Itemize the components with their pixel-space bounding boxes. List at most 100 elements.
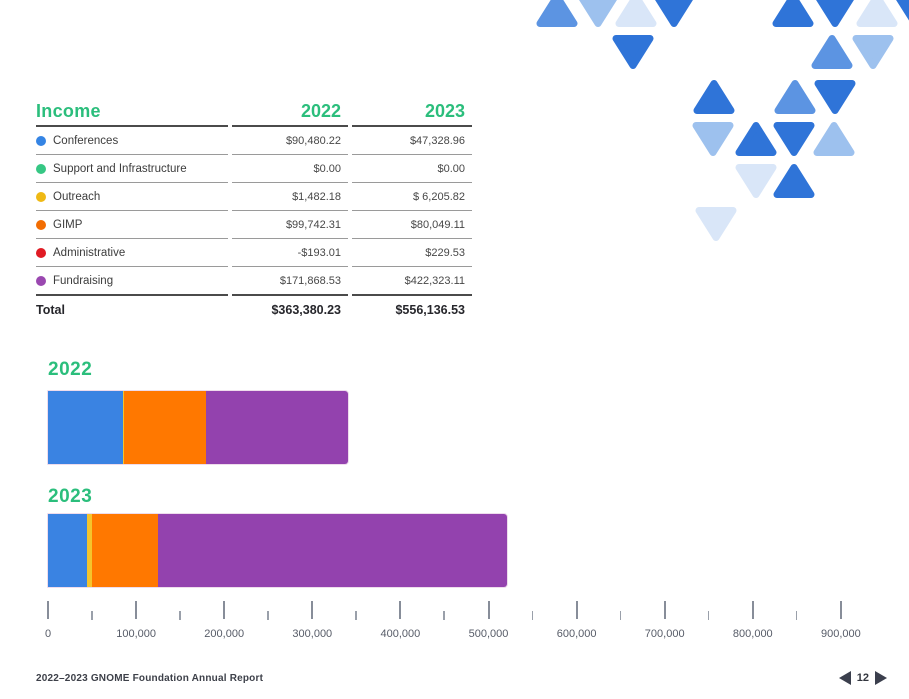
- page-number: 12: [856, 672, 869, 684]
- triangle-decoration: [813, 122, 855, 156]
- total-amount-2023: $556,136.53: [395, 303, 465, 317]
- axis-minor-tick: [355, 611, 357, 620]
- category-label: Administrative: [53, 246, 126, 259]
- table-row: Fundraising $171,868.53 $422,323.11: [36, 267, 472, 296]
- table-row: Outreach $1,482.18 $ 6,205.82: [36, 183, 472, 211]
- axis-minor-tick: [179, 611, 181, 620]
- amount-2022: $90,480.22: [232, 127, 348, 155]
- category-cell: Fundraising: [36, 267, 228, 296]
- axis-minor-tick: [619, 611, 622, 620]
- category-cell: Support and Infrastructure: [36, 155, 228, 183]
- triangle-decoration: [695, 207, 737, 241]
- amount-2022: $171,868.53: [232, 267, 348, 296]
- category-color-dot: [36, 247, 46, 258]
- amount-2022: $1,482.18: [232, 183, 348, 211]
- category-label: GIMP: [53, 218, 83, 231]
- chart-year-heading-2023: 2023: [48, 486, 93, 507]
- axis-major-tick: [575, 601, 578, 619]
- triangle-decoration: [536, 0, 578, 27]
- category-color-dot: [36, 219, 46, 230]
- axis-major-tick: [135, 601, 138, 619]
- axis-tick-label: 700,000: [644, 628, 685, 640]
- category-color-dot: [36, 275, 46, 286]
- axis-tick-label: 600,000: [556, 628, 597, 640]
- category-color-dot: [36, 191, 46, 202]
- triangle-decoration: [773, 164, 815, 198]
- amount-2022: $99,742.31: [232, 211, 348, 239]
- triangle-decoration: [774, 80, 816, 114]
- triangle-decoration: [772, 0, 814, 27]
- triangle-pattern: [536, 0, 909, 241]
- amount-2023: $422,323.11: [352, 267, 472, 296]
- table-row: Support and Infrastructure $0.00 $0.00: [36, 155, 472, 183]
- axis-minor-tick: [531, 611, 534, 620]
- bar-segment-gimp: [92, 514, 159, 587]
- table-row: Administrative -$193.01 $229.53: [36, 239, 472, 267]
- category-cell: Outreach: [36, 183, 228, 211]
- income-table: Income 2022 2023 Conferences $90,480.22 $4…: [36, 98, 472, 324]
- triangle-decoration: [615, 0, 657, 27]
- amount-2023: $47,328.96: [352, 127, 472, 155]
- axis-minor-tick: [91, 611, 93, 620]
- axis-minor-tick: [795, 611, 798, 620]
- amount-2023: $0.00: [352, 155, 472, 183]
- triangle-decoration: [735, 122, 777, 156]
- page-navigation: 12: [838, 671, 887, 685]
- amount-2023: $ 6,205.82: [352, 183, 472, 211]
- table-header-row: Income 2022 2023: [36, 98, 472, 127]
- category-cell: Administrative: [36, 239, 228, 267]
- category-color-dot: [36, 135, 46, 146]
- axis-minor-tick: [707, 611, 710, 620]
- axis-minor-tick: [267, 611, 269, 620]
- triangle-decoration: [655, 0, 693, 27]
- bar-segment-outreach: [87, 514, 93, 587]
- table-total-row: Total $363,380.23 $556,136.53: [36, 296, 472, 324]
- category-label: Outreach: [53, 190, 101, 203]
- bar-segment-conferences: [48, 514, 88, 587]
- income-header-label: Income: [36, 98, 228, 127]
- axis-tick-label: 200,000: [204, 628, 245, 640]
- x-axis: 0 100,000 200,000 300,000 400,000 500,000 600,…: [44, 601, 877, 646]
- triangle-decoration: [735, 164, 777, 198]
- axis-major-tick: [223, 601, 226, 619]
- triangle-decoration: [612, 35, 654, 69]
- stacked-bar-2023: [47, 513, 509, 588]
- amount-2022: $0.00: [232, 155, 348, 183]
- triangle-decoration: [773, 122, 815, 156]
- category-label: Conferences: [53, 134, 119, 147]
- axis-major-tick: [663, 601, 666, 619]
- category-cell: Conferences: [36, 127, 228, 155]
- next-page-icon[interactable]: [875, 671, 887, 685]
- total-label: Total: [36, 303, 65, 317]
- amount-2022: -$193.01: [232, 239, 348, 267]
- bar-segment-fundraising: [206, 391, 349, 464]
- table-body: Conferences $90,480.22 $47,328.96 Support a…: [36, 127, 472, 296]
- triangle-decoration: [579, 0, 617, 27]
- axis-major-tick: [47, 601, 49, 619]
- table-row: Conferences $90,480.22 $47,328.96: [36, 127, 472, 155]
- axis-tick-label: 100,000: [116, 628, 156, 640]
- triangle-decoration: [896, 0, 909, 21]
- chart-year-heading-2022: 2022: [48, 359, 93, 380]
- axis-major-tick: [839, 601, 842, 619]
- triangle-decoration: [856, 0, 898, 27]
- previous-page-icon[interactable]: [838, 671, 851, 685]
- axis-tick-label: 500,000: [468, 628, 509, 640]
- axis-major-tick: [487, 601, 490, 619]
- axis-tick-label: 0: [44, 628, 52, 640]
- total-amount-2022: $363,380.23: [271, 303, 341, 317]
- bar-segment-gimp: [123, 391, 207, 464]
- bar-segment-outreach: [122, 391, 124, 464]
- axis-tick-label: 800,000: [732, 628, 773, 640]
- axis-major-tick: [311, 601, 314, 619]
- stacked-bar-2022: [47, 390, 350, 465]
- category-cell: GIMP: [36, 211, 228, 239]
- report-title: 2022–2023 GNOME Foundation Annual Report: [36, 673, 264, 684]
- triangle-decoration: [816, 0, 854, 27]
- amount-2023: $229.53: [352, 239, 472, 267]
- category-color-dot: [36, 163, 46, 174]
- triangle-decoration: [811, 35, 853, 69]
- axis-tick-label: 400,000: [380, 628, 421, 640]
- axis-major-tick: [399, 601, 402, 619]
